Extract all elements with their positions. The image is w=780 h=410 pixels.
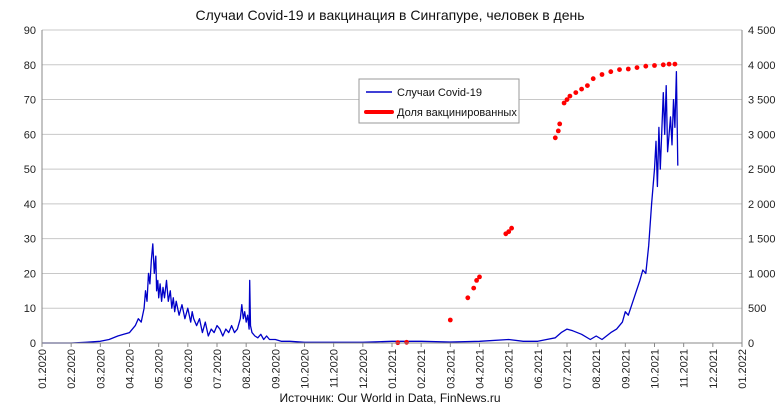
x-tick-label: 11.2021 xyxy=(679,349,691,388)
legend: Случаи Covid-19 Доля вакцинированных xyxy=(358,78,520,124)
x-tick-label: 03.2021 xyxy=(445,349,457,389)
series-point-vaccinated xyxy=(590,76,596,82)
x-tick-label: 05.2021 xyxy=(504,349,516,389)
series-point-vaccinated xyxy=(573,90,579,95)
x-tick-label: 10.2021 xyxy=(650,349,662,389)
y-right-tick-label: 2 500 xyxy=(748,164,776,176)
series-point-vaccinated xyxy=(465,295,471,301)
y-right-tick-label: 1 000 xyxy=(748,268,776,280)
series-point-vaccinated xyxy=(471,285,477,291)
x-tick-label: 11.2020 xyxy=(329,349,341,388)
x-tick-label: 07.2021 xyxy=(562,349,574,389)
legend-box xyxy=(358,78,520,124)
series-point-vaccinated xyxy=(672,61,678,67)
y-left-tick-label: 30 xyxy=(24,234,36,246)
y-left-tick-label: 40 xyxy=(24,199,36,211)
series-point-vaccinated xyxy=(555,128,561,134)
y-right-tick-label: 3 500 xyxy=(748,95,776,107)
series-point-vaccinated xyxy=(625,66,631,72)
series-point-vaccinated xyxy=(561,100,567,106)
legend-label-vaccinated: Доля вакцинированных xyxy=(397,107,517,119)
series-point-vaccinated xyxy=(660,62,666,68)
x-tick-label: 09.2020 xyxy=(270,349,282,389)
y-left-tick-label: 0 xyxy=(30,338,36,350)
y-right-tick-label: 4 500 xyxy=(748,25,776,37)
series-point-vaccinated xyxy=(599,72,605,77)
x-tick-label: 09.2021 xyxy=(620,349,632,389)
x-tick-label: 01.2021 xyxy=(387,349,399,389)
chart-title: Случаи Covid-19 и вакцинация в Сингапуре… xyxy=(195,7,584,23)
series-point-vaccinated xyxy=(552,135,558,141)
y-left-tick-label: 50 xyxy=(24,164,36,176)
legend-label-cases: Случаи Covid-19 xyxy=(397,87,482,99)
series-point-vaccinated xyxy=(617,67,622,72)
series-point-vaccinated xyxy=(579,86,584,92)
x-tick-label: 10.2020 xyxy=(300,349,312,389)
series-point-vaccinated xyxy=(585,83,590,88)
series-point-vaccinated xyxy=(557,121,563,127)
x-tick-label: 02.2021 xyxy=(416,349,428,389)
series-point-vaccinated xyxy=(608,69,614,75)
series-point-vaccinated xyxy=(652,63,657,68)
y-left-tick-label: 20 xyxy=(24,268,36,280)
y-right-tick-label: 500 xyxy=(748,303,766,315)
series-point-vaccinated xyxy=(509,225,514,231)
x-tick-label: 01.2020 xyxy=(37,349,49,389)
y-right-tick-label: 3 000 xyxy=(748,129,776,141)
y-right-tick-label: 1 500 xyxy=(748,234,776,246)
series-point-vaccinated xyxy=(404,339,409,345)
gridlines xyxy=(42,29,742,344)
x-tick-label: 06.2020 xyxy=(183,349,195,389)
y-right-tick-label: 4 000 xyxy=(748,60,776,72)
series-point-vaccinated xyxy=(564,97,570,102)
series-point-vaccinated xyxy=(643,63,649,69)
series-point-vaccinated xyxy=(567,93,573,99)
x-tick-label: 08.2020 xyxy=(241,349,253,389)
x-tick-label: 08.2021 xyxy=(591,349,603,389)
y-right-tick-label: 0 xyxy=(748,338,754,350)
series-point-vaccinated xyxy=(634,65,640,70)
y-left-tick-label: 10 xyxy=(24,303,36,315)
series-point-vaccinated xyxy=(477,274,482,280)
series-line-cases xyxy=(42,71,679,344)
y-left-tick-label: 90 xyxy=(24,25,36,37)
y-right-tick-label: 2 000 xyxy=(748,199,776,211)
x-tick-label: 01.2022 xyxy=(737,349,749,389)
source-note: Источник: Our World in Data, FinNews.ru xyxy=(279,391,500,405)
x-tick-label: 04.2020 xyxy=(125,349,137,389)
series-point-vaccinated xyxy=(506,229,512,235)
x-tick-label: 02.2020 xyxy=(66,349,78,389)
y-left-tick-label: 80 xyxy=(24,60,36,72)
axes: 0 10 20 30 40 50 60 70 80 90 0 500 1 000 1 500 2 000 2 … xyxy=(24,25,776,389)
x-tick-label: 03.2020 xyxy=(95,349,107,389)
x-tick-label: 05.2020 xyxy=(154,349,166,389)
x-tick-label: 04.2021 xyxy=(475,349,487,389)
y-left-tick-label: 70 xyxy=(24,95,36,107)
x-tick-label: 12.2020 xyxy=(358,349,370,389)
series-point-vaccinated xyxy=(474,278,479,283)
x-tick-label: 12.2021 xyxy=(708,349,720,389)
y-left-tick-label: 60 xyxy=(24,129,36,141)
x-tick-label: 06.2021 xyxy=(533,349,545,389)
x-tick-label: 07.2020 xyxy=(212,349,224,389)
series-point-vaccinated xyxy=(666,61,672,67)
series-point-vaccinated xyxy=(447,317,453,323)
